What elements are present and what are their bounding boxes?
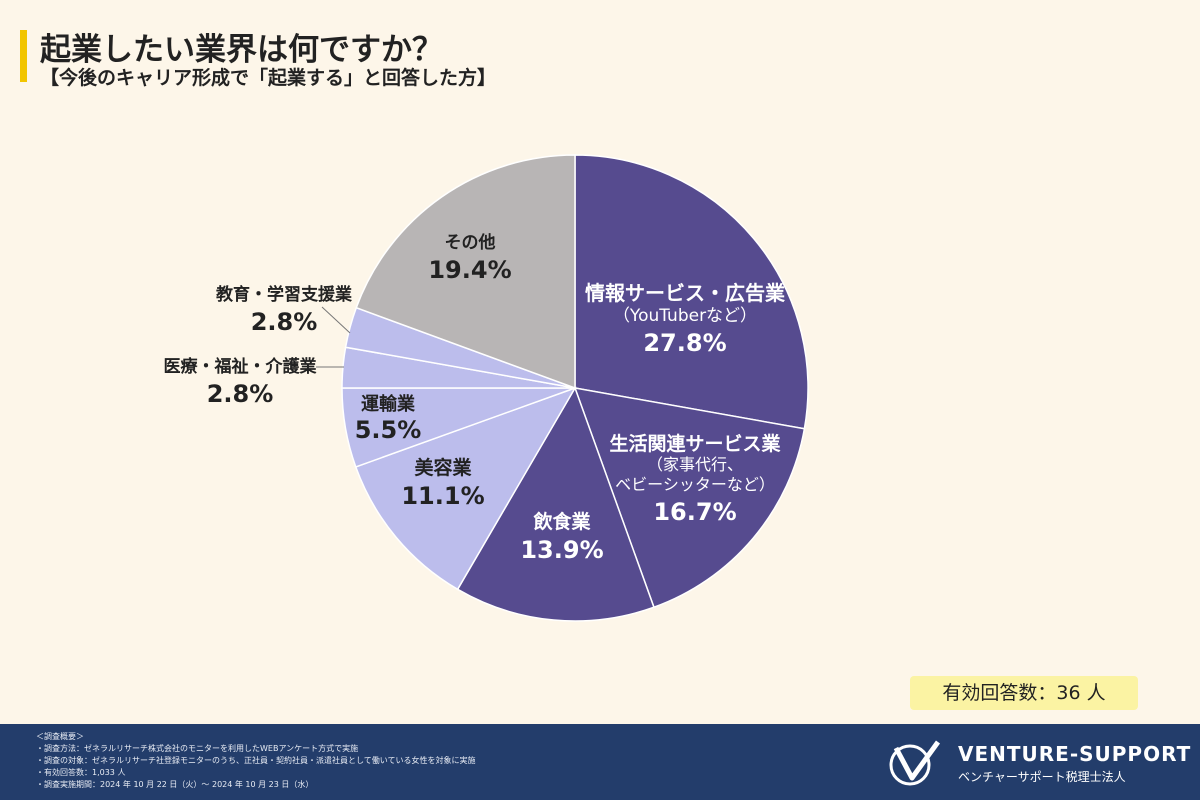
survey-note-line: ・調査の対象：ゼネラルリサーチ社登録モニターのうち、正社員・契約社員・派遣社員と… [36, 756, 476, 765]
survey-notes: ＜調査概要＞ ・調査方法：ゼネラルリサーチ株式会社のモニターを利用したWEBアン… [36, 731, 476, 791]
title-accent-bar [20, 30, 27, 82]
slice-label: 医療・福祉・介護業 [164, 356, 317, 377]
pie-slice [574, 154, 809, 430]
slice-label: 飲食業 [532, 510, 591, 533]
slice-label: その他 [445, 232, 496, 253]
slice-value-label: 2.8% [207, 380, 274, 408]
slice-value-label: 27.8% [643, 329, 726, 357]
page-title: 起業したい業界は何ですか？ [40, 32, 443, 68]
response-count-badge: 有効回答数：36 人 [910, 676, 1138, 710]
brand-name: VENTURE-SUPPORT [958, 742, 1192, 766]
slice-sublabel: ベビーシッターなど） [615, 475, 775, 494]
survey-note-line: ・調査実施期間：2024 年 10 月 22 日（火）〜 2024 年 10 月… [36, 780, 314, 789]
slice-value-label: 5.5% [355, 416, 422, 444]
slice-value-label: 11.1% [401, 482, 484, 510]
venture-support-logo-icon [889, 740, 941, 786]
leader-line [321, 306, 351, 334]
brand-subname: ベンチャーサポート税理士法人 [958, 770, 1126, 784]
slice-value-label: 19.4% [428, 256, 511, 284]
pie-slice [573, 387, 806, 609]
footer: ＜調査概要＞ ・調査方法：ゼネラルリサーチ株式会社のモニターを利用したWEBアン… [0, 724, 1200, 800]
survey-note-line: ・有効回答数：1,033 人 [36, 768, 126, 777]
pie-slice [456, 386, 655, 622]
slice-label: 情報サービス・広告業 [585, 281, 786, 305]
slice-label: 教育・学習支援業 [215, 284, 352, 305]
slice-sublabel: （家事代行、 [647, 455, 743, 474]
survey-note-line: ・調査方法：ゼネラルリサーチ株式会社のモニターを利用したWEBアンケート方式で実… [36, 744, 359, 753]
slice-value-label: 13.9% [520, 536, 603, 564]
slice-label: 運輸業 [361, 393, 416, 415]
page-subtitle: 【今後のキャリア形成で「起業する」と回答した方】 [40, 67, 497, 89]
pie-chart: 情報サービス・広告業（YouTuberなど） 27.8% 生活関連サービス業（家事代… [164, 154, 809, 622]
slice-label: 美容業 [414, 456, 472, 479]
slice-label: 生活関連サービス業 [609, 432, 781, 455]
pie-slice [355, 154, 576, 390]
slice-value-label: 2.8% [251, 308, 318, 336]
pie-slice [354, 386, 577, 591]
slice-value-label: 16.7% [653, 498, 736, 526]
slice-sublabel: （YouTuberなど） [613, 306, 757, 326]
survey-note-line: ＜調査概要＞ [36, 732, 84, 741]
